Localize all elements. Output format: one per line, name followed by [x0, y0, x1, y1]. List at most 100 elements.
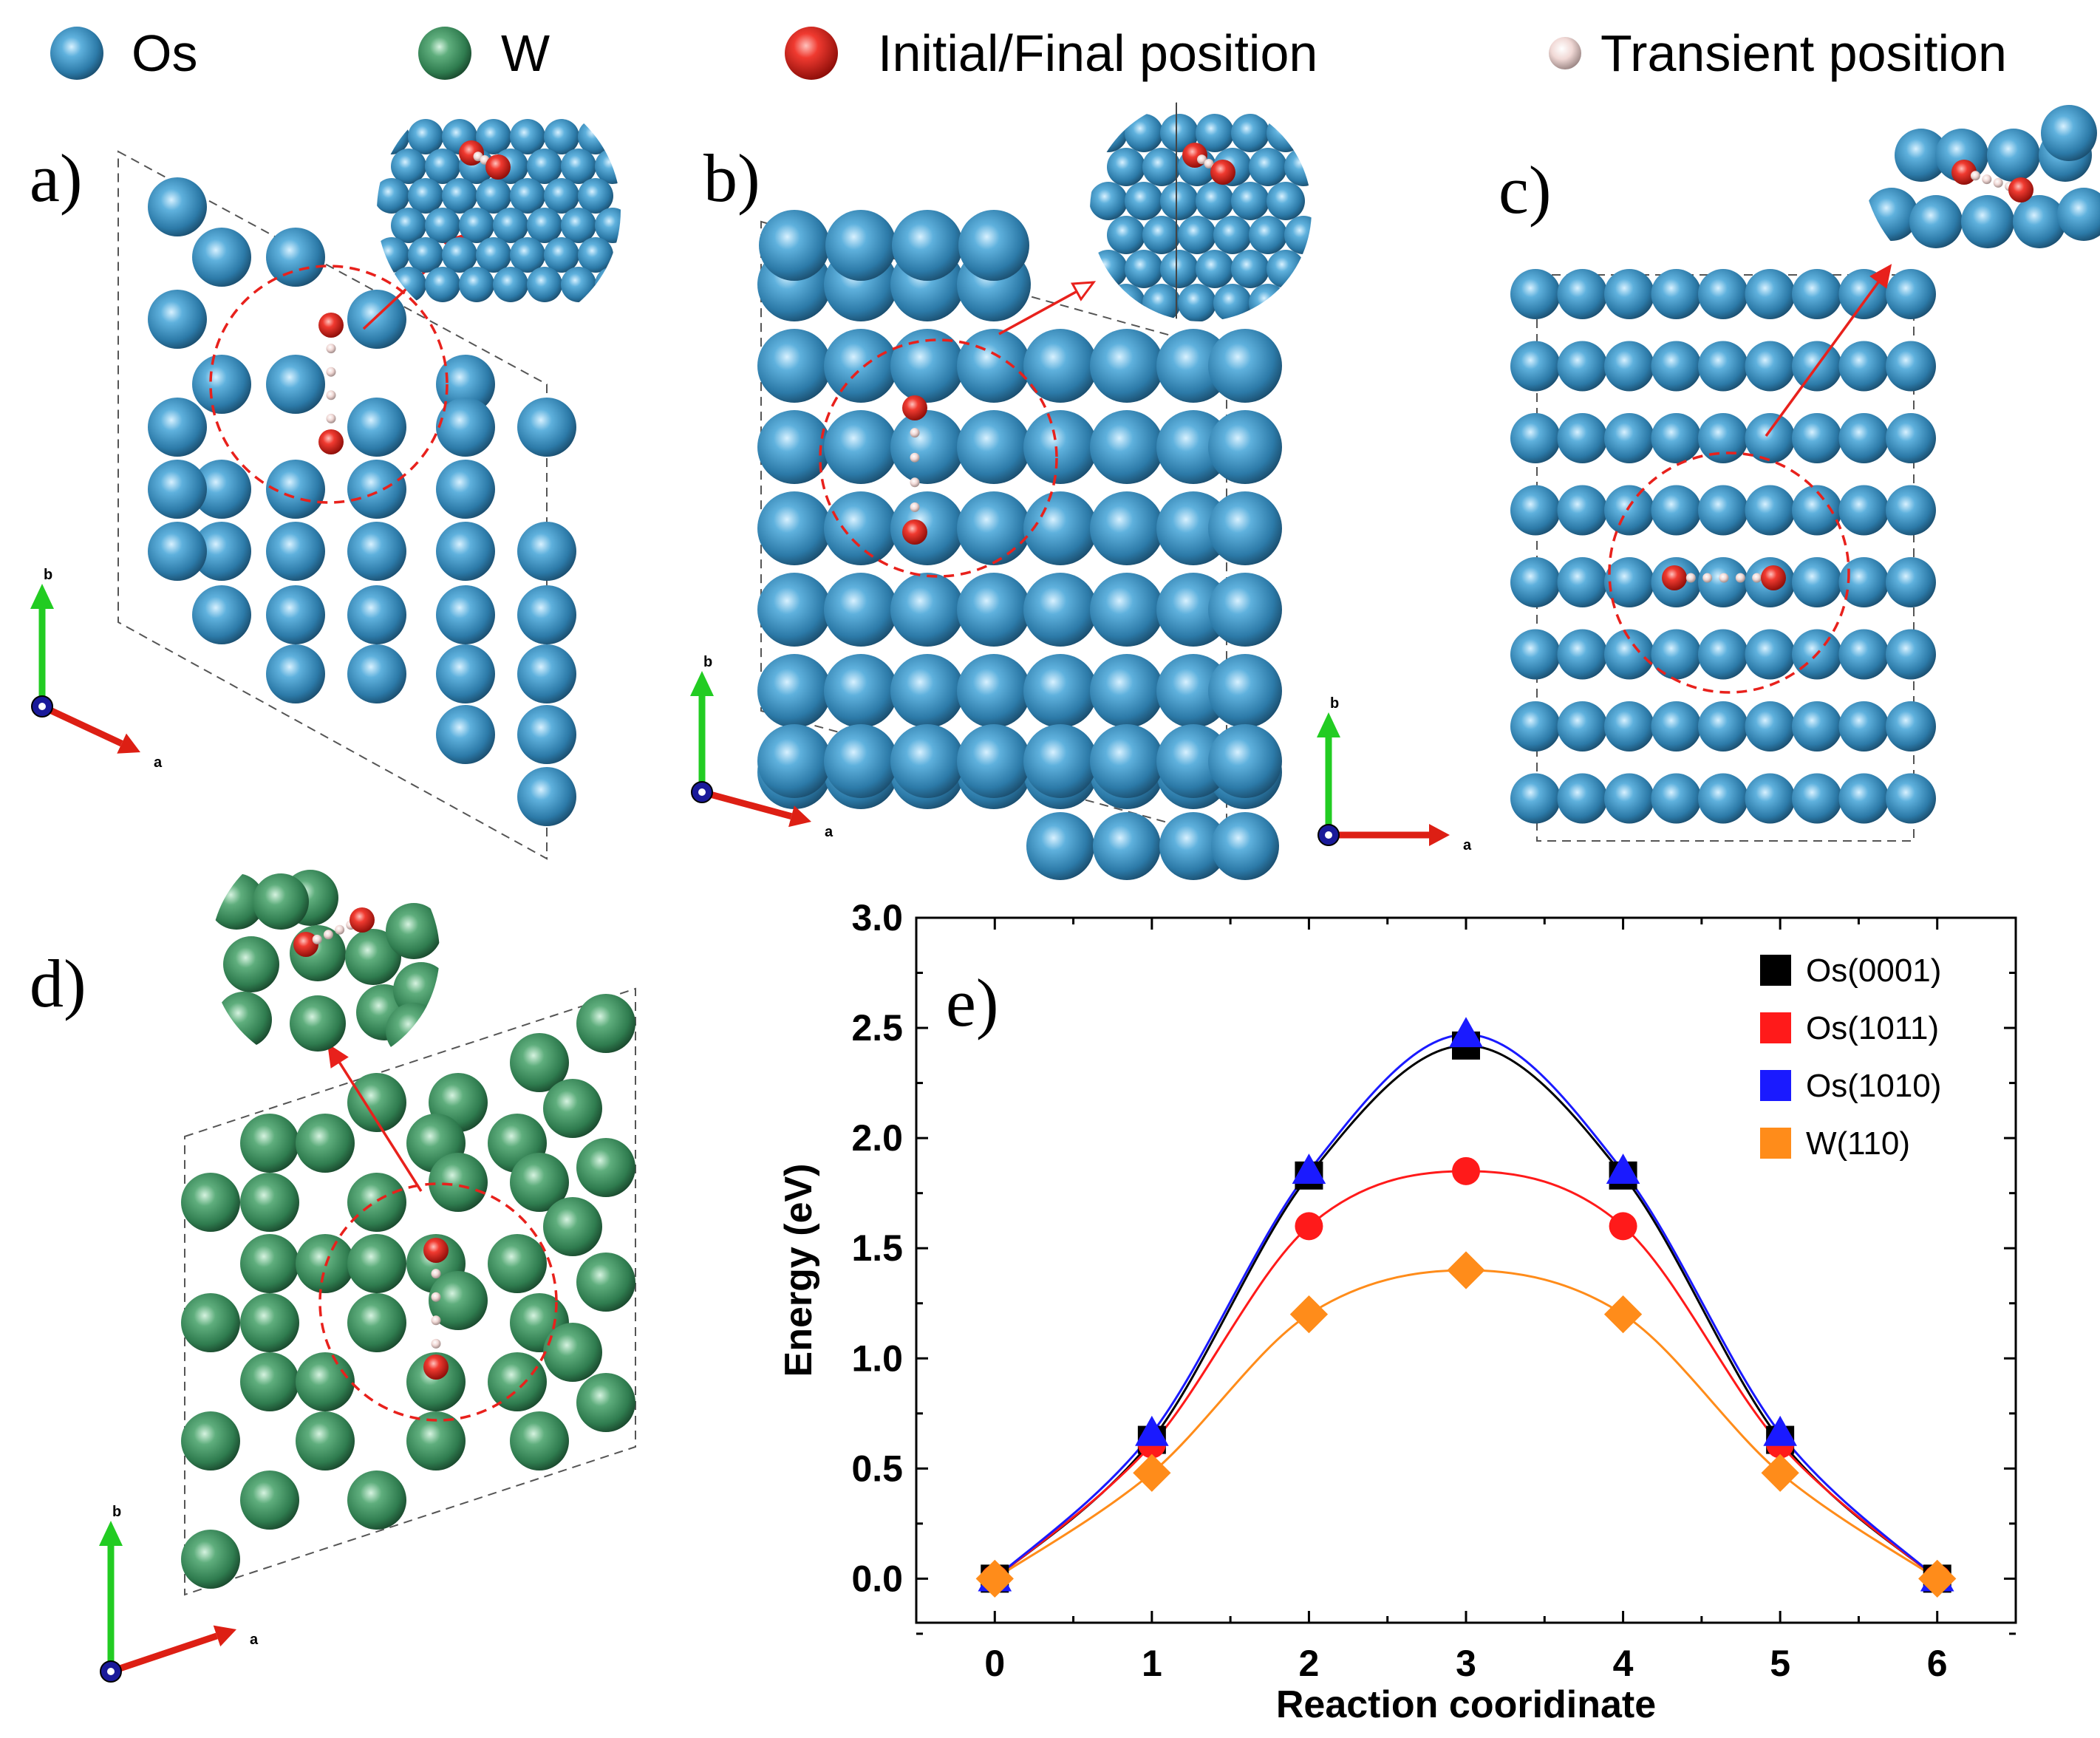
w-atom: [181, 1293, 240, 1352]
os-atom: [436, 355, 495, 414]
os-atom: [442, 178, 477, 214]
os-atom: [890, 573, 964, 647]
x-tick-label: 1: [1142, 1643, 1162, 1684]
os-atom: [510, 237, 545, 273]
os-atom: [1090, 491, 1164, 565]
y-tick-label: 0.5: [851, 1448, 903, 1489]
os-atom: [757, 573, 831, 647]
w-atom: [347, 1173, 406, 1232]
final-position-atom: [1761, 565, 1786, 590]
legend-transient-label: Transient position: [1600, 24, 2007, 82]
os-atom: [510, 119, 545, 154]
series-w-110-: [994, 1269, 1938, 1580]
os-atom: [476, 119, 511, 154]
legend-w-icon: [418, 27, 471, 80]
axes-triad-b: ba: [690, 654, 833, 840]
x-tick-label: 2: [1299, 1643, 1320, 1684]
series-os-1010-: [994, 1033, 1938, 1580]
os-atom: [1510, 269, 1561, 319]
a-axis-arrow: [109, 1632, 218, 1675]
w-atom: [296, 1411, 355, 1471]
os-atom: [266, 644, 325, 703]
os-atom: [148, 398, 207, 457]
w-atom: [576, 1138, 635, 1197]
os-atom: [1698, 269, 1748, 319]
unit-cell-outline: [760, 220, 1227, 840]
os-atom: [561, 149, 596, 184]
w-atom: [216, 992, 272, 1048]
os-atom: [1284, 216, 1312, 254]
initial-position-atom: [293, 932, 318, 957]
os-atom: [192, 355, 251, 414]
os-atom: [1745, 269, 1796, 319]
os-atom: [266, 228, 325, 287]
final-position-atom: [1210, 160, 1235, 185]
transient-position-atom: [910, 452, 920, 463]
os-atom: [527, 208, 562, 243]
os-atom: [377, 178, 409, 214]
w-atom: [240, 1114, 299, 1173]
transient-position-atom: [1993, 177, 2003, 188]
markers-os-0001-: [981, 1031, 1951, 1593]
inset-c: [1865, 105, 2100, 248]
os-atom: [1125, 114, 1163, 152]
b-axis-label: b: [1330, 695, 1339, 712]
w-atom: [406, 1352, 466, 1411]
os-atom: [890, 654, 964, 728]
os-atom: [1284, 148, 1312, 186]
os-atom: [1557, 413, 1608, 463]
data-point-diamond: [1603, 1295, 1643, 1334]
diffusion-region-circle: [819, 338, 1058, 578]
transient-position-atom: [323, 930, 333, 940]
legend-red-icon: [785, 27, 838, 80]
transient-position-atom: [431, 1338, 441, 1349]
os-atom: [1745, 701, 1796, 752]
os-atom: [757, 329, 831, 403]
os-atom: [527, 149, 562, 184]
transient-position-atom: [326, 413, 336, 423]
os-atom: [1838, 773, 1889, 824]
os-atom: [1651, 413, 1702, 463]
os-atom: [1090, 654, 1164, 728]
data-point-diamond: [1918, 1559, 1957, 1598]
w-atom: [240, 1352, 299, 1411]
os-atom: [1651, 341, 1702, 392]
os-atom: [347, 460, 406, 519]
os-atom: [1651, 485, 1702, 536]
os-atom: [1208, 410, 1282, 484]
os-atom: [1792, 485, 1842, 536]
axes-triad-d: ba: [99, 1504, 259, 1683]
os-atom: [1886, 413, 1936, 463]
transient-position-atom: [910, 502, 920, 512]
transient-position-atom: [910, 477, 920, 488]
axes-triad-c: ba: [1317, 695, 1472, 853]
os-atom: [1838, 557, 1889, 607]
os-atom: [1156, 410, 1230, 484]
initial-position-atom: [1951, 160, 1977, 185]
os-atom: [1249, 148, 1287, 186]
os-atom: [1093, 812, 1161, 880]
os-atom: [1557, 269, 1608, 319]
os-atom: [1510, 485, 1561, 536]
w-atom: [406, 1411, 466, 1471]
os-atom: [1604, 557, 1654, 607]
w-atom: [347, 1471, 406, 1530]
a-axis-label: a: [154, 754, 163, 771]
w-atom: [181, 1530, 240, 1589]
os-atom: [408, 119, 443, 154]
b-axis-label: b: [44, 567, 52, 583]
os-atom: [1886, 629, 1936, 680]
os-atom: [1023, 410, 1097, 484]
os-atom: [1156, 329, 1230, 403]
os-atom: [1178, 284, 1216, 321]
os-atom: [1023, 654, 1097, 728]
os-atom: [1886, 485, 1936, 536]
legend-label: Os(0001): [1806, 953, 1941, 989]
os-atom: [1604, 629, 1654, 680]
os-atom: [436, 585, 495, 644]
os-atom: [1196, 114, 1234, 152]
os-atom: [1510, 557, 1561, 607]
os-atom: [1838, 629, 1889, 680]
os-atom: [425, 149, 460, 184]
os-atom: [1886, 557, 1936, 607]
